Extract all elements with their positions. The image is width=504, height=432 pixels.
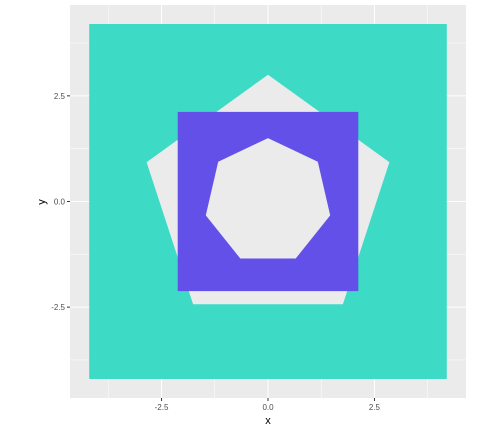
x-axis-title: x	[265, 415, 271, 427]
shapes	[89, 24, 447, 379]
y-tick-label: 0.0	[54, 198, 66, 207]
y-axis-title: y	[36, 199, 48, 205]
x-tick-label: 0.0	[262, 403, 274, 412]
x-tick-label: 2.5	[369, 403, 381, 412]
x-axis: -2.5 0.0 2.5	[155, 398, 381, 412]
y-axis: -2.5 0.0 2.5	[51, 92, 70, 312]
heptagon-shape	[205, 138, 331, 259]
y-tick-label: 2.5	[54, 92, 66, 101]
y-tick-label: -2.5	[51, 303, 65, 312]
x-tick-label: -2.5	[155, 403, 169, 412]
